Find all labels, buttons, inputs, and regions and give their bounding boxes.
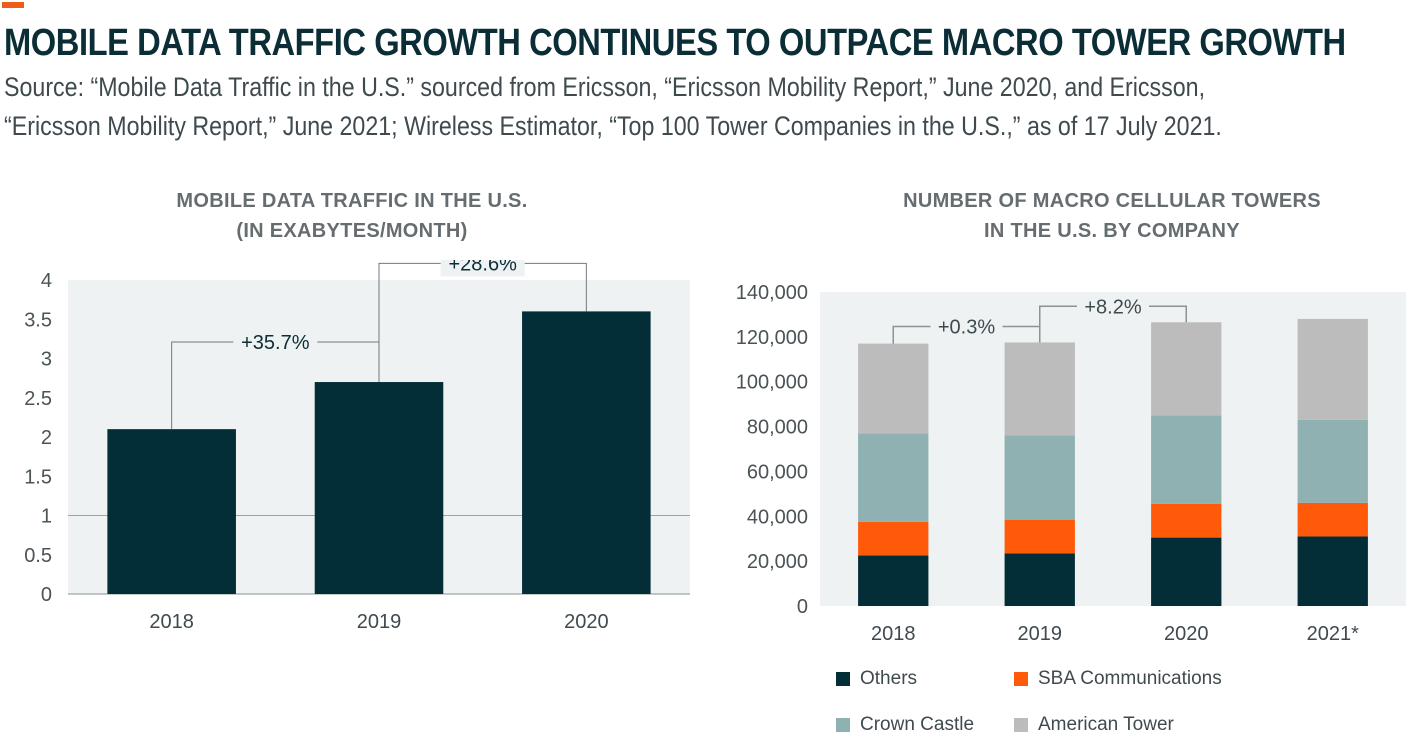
growth-label-bg	[930, 313, 1003, 340]
bar-segment-american-tower-2018	[858, 343, 929, 434]
bar-segment-others-2020	[1151, 537, 1222, 606]
y-tick-label: 20,000	[747, 551, 808, 573]
y-tick-label: 2	[41, 427, 52, 449]
bar-segment-american-tower-2019	[1004, 342, 1075, 436]
y-tick-label: 80,000	[747, 417, 808, 439]
growth-label: +8.2%	[1084, 296, 1141, 318]
left-bar-chart: 0 0.5 1 1.5 2 2.5 3 3.5 4 2018 2019 2020 +35.7% +28.6…	[24, 260, 690, 633]
right-chart-title-line2: IN THE U.S. BY COMPANY	[984, 220, 1240, 242]
y-tick-label: 140,000	[736, 282, 808, 304]
y-tick-label: 120,000	[736, 327, 808, 349]
x-tick-label: 2019	[357, 611, 402, 633]
right-stacked-bar-chart: 0 20,000 40,000 60,000 80,000 100,000 120,000 1…	[736, 282, 1406, 645]
x-tick-label: 2020	[564, 611, 609, 633]
bar-segment-sba-communications-2021	[1297, 502, 1368, 537]
right-chart-title: NUMBER OF MACRO CELLULAR TOWERS IN THE U…	[822, 186, 1402, 246]
accent-bar	[2, 2, 24, 8]
bar-segment-crown-castle-2018	[858, 433, 929, 522]
bar-2018	[107, 429, 236, 594]
right-chart-title-line1: NUMBER OF MACRO CELLULAR TOWERS	[903, 190, 1321, 212]
source-line-2: “Ericsson Mobility Report,” June 2021; W…	[4, 111, 1222, 141]
x-tick-label: 2018	[149, 611, 194, 633]
growth-label-bg	[1077, 293, 1149, 320]
legend-item-others: Others	[836, 668, 917, 690]
growth-label-bg	[440, 260, 525, 277]
y-tick-label: 100,000	[736, 372, 808, 394]
legend-label-others: Others	[860, 668, 918, 689]
bar-segment-others-2019	[1004, 553, 1075, 606]
left-chart-title-line1: MOBILE DATA TRAFFIC IN THE U.S.	[176, 190, 528, 212]
legend-label-american-tower: American Tower	[1038, 714, 1174, 735]
bar-segment-american-tower-2020	[1151, 322, 1222, 416]
y-tick-label: 0	[41, 584, 52, 606]
y-tick-label: 60,000	[747, 461, 808, 483]
y-tick-label: 0.5	[24, 545, 52, 567]
y-tick-label: 40,000	[747, 506, 808, 528]
y-tick-label: 2.5	[24, 388, 52, 410]
y-tick-label: 1.5	[24, 466, 52, 488]
bar-2019	[314, 382, 444, 594]
source-note: Source: “Mobile Data Traffic in the U.S.…	[4, 68, 1346, 146]
legend-item-american-tower: American Tower	[1014, 714, 1174, 736]
bar-segment-sba-communications-2020	[1151, 503, 1222, 538]
bar-segment-sba-communications-2019	[1004, 519, 1075, 554]
left-chart-title-line2: (IN EXABYTES/MONTH)	[236, 220, 468, 242]
x-tick-label: 2018	[871, 623, 916, 645]
source-line-1: Source: “Mobile Data Traffic in the U.S.…	[4, 72, 1206, 102]
growth-label: +35.7%	[241, 332, 310, 354]
bar-segment-crown-castle-2019	[1004, 435, 1075, 520]
bar-segment-american-tower-2021	[1297, 318, 1368, 420]
bar-segment-others-2018	[858, 555, 929, 606]
y-tick-label: 0	[797, 596, 808, 618]
bar-segment-sba-communications-2018	[858, 521, 929, 556]
growth-label: +0.3%	[938, 316, 995, 338]
legend-swatch-crown-castle	[836, 718, 850, 732]
legend-item-crown-castle: Crown Castle	[836, 714, 974, 736]
x-tick-label: 2021*	[1307, 623, 1359, 645]
y-tick-label: 1	[41, 506, 52, 528]
legend-label-crown-castle: Crown Castle	[860, 714, 975, 735]
legend-swatch-american-tower	[1014, 718, 1028, 732]
bar-segment-crown-castle-2021	[1297, 419, 1368, 503]
bar-segment-others-2021	[1297, 536, 1368, 606]
growth-label-bg	[233, 329, 318, 356]
y-tick-label: 3	[41, 349, 52, 371]
legend-label-sba: SBA Communications	[1038, 668, 1222, 689]
left-chart-title: MOBILE DATA TRAFFIC IN THE U.S. (IN EXAB…	[82, 186, 622, 246]
legend-swatch-others	[836, 672, 850, 686]
y-tick-label: 4	[41, 270, 52, 292]
y-tick-label: 3.5	[24, 309, 52, 331]
x-tick-label: 2019	[1018, 623, 1063, 645]
growth-label: +28.6%	[448, 260, 517, 275]
page-title: MOBILE DATA TRAFFIC GROWTH CONTINUES TO …	[4, 22, 1346, 64]
x-tick-label: 2020	[1164, 623, 1209, 645]
bar-2020	[522, 311, 651, 594]
legend-swatch-sba	[1014, 672, 1028, 686]
legend-item-sba: SBA Communications	[1014, 668, 1222, 690]
bar-segment-crown-castle-2020	[1151, 415, 1222, 504]
